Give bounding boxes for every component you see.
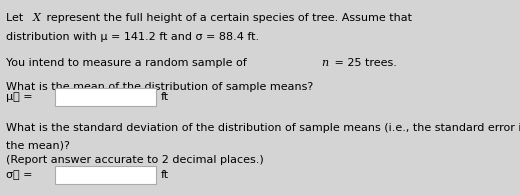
Text: σᶋ =: σᶋ =	[6, 170, 33, 181]
Text: ft: ft	[161, 170, 170, 181]
Text: n: n	[321, 58, 329, 68]
Text: ft: ft	[161, 92, 170, 103]
FancyBboxPatch shape	[55, 88, 156, 106]
Text: What is the standard deviation of the distribution of sample means (i.e., the st: What is the standard deviation of the di…	[6, 123, 520, 133]
Text: the mean)?: the mean)?	[6, 140, 70, 150]
Text: μᶋ =: μᶋ =	[6, 92, 33, 103]
Text: You intend to measure a random sample of: You intend to measure a random sample of	[6, 58, 251, 68]
Text: represent the full height of a certain species of tree. Assume that: represent the full height of a certain s…	[43, 13, 415, 23]
Text: Let: Let	[6, 13, 27, 23]
Text: What is the mean of the distribution of sample means?: What is the mean of the distribution of …	[6, 82, 314, 92]
Text: X: X	[33, 13, 41, 23]
FancyBboxPatch shape	[55, 166, 156, 184]
Text: distribution with μ = 141.2 ft and σ = 88.4 ft.: distribution with μ = 141.2 ft and σ = 8…	[6, 32, 259, 42]
Text: (Report answer accurate to 2 decimal places.): (Report answer accurate to 2 decimal pla…	[6, 155, 264, 165]
Text: = 25 trees.: = 25 trees.	[331, 58, 396, 68]
